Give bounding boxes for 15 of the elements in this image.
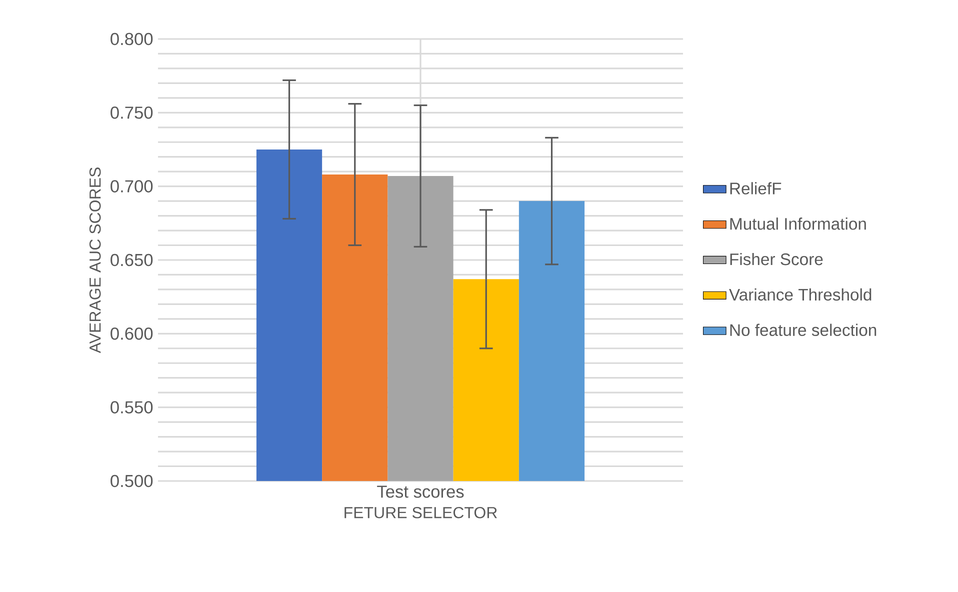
legend-label: No feature selection	[730, 324, 876, 336]
x-tick-label: Test scores	[377, 486, 464, 498]
y-axis-title: AVERAGE AUC SCORES	[89, 168, 101, 354]
y-tick-label: 0.700	[110, 180, 153, 192]
x-axis-title: FETURE SELECTOR	[344, 506, 497, 518]
y-tick-label: 0.750	[110, 106, 153, 119]
y-tick-label: 0.500	[110, 474, 153, 488]
legend-label: ReliefF	[730, 182, 782, 194]
legend-label: Fisher Score	[730, 252, 823, 266]
legend-label: Mutual Information	[730, 218, 866, 230]
legend-label: Variance Threshold	[729, 288, 872, 301]
y-tick-label: 0.650	[110, 254, 153, 266]
y-tick-label: 0.800	[110, 32, 153, 46]
y-tick-label: 0.600	[110, 328, 153, 340]
y-tick-label: 0.550	[110, 401, 153, 414]
